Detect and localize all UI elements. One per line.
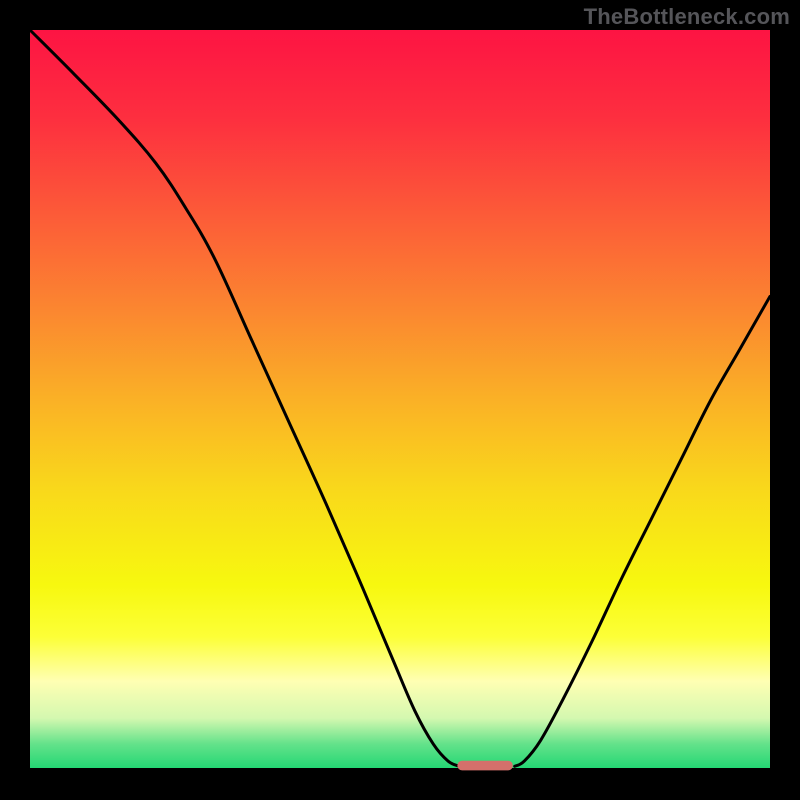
bottleneck-chart [0,0,800,800]
chart-container: TheBottleneck.com [0,0,800,800]
plot-background [30,30,770,770]
watermark-text: TheBottleneck.com [584,4,790,30]
optimal-marker [457,761,512,771]
